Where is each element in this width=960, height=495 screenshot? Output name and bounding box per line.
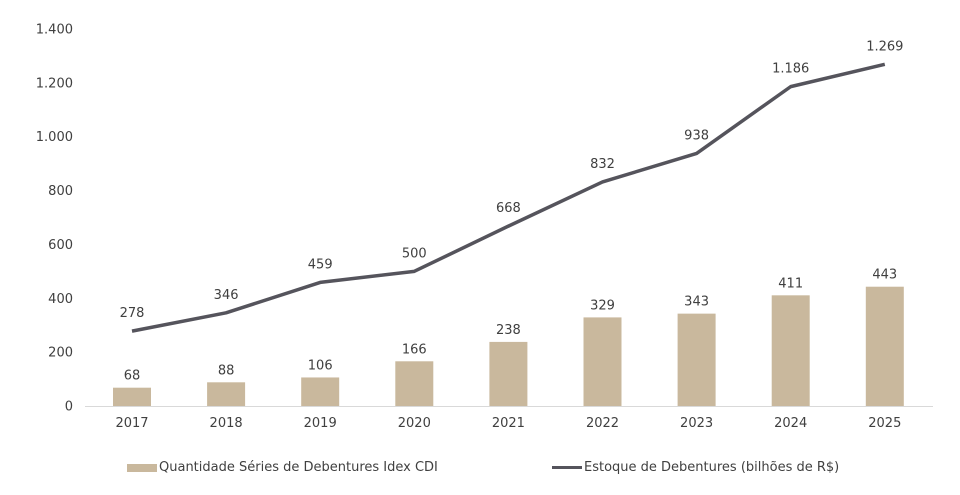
line-data-label: 346 (214, 288, 239, 303)
x-tick-label: 2021 (492, 416, 525, 431)
line-data-label: 832 (590, 157, 615, 172)
legend-label-bars: Quantidade Séries de Debentures Idex CDI (159, 460, 438, 475)
y-tick-label: 400 (48, 292, 73, 307)
legend-item-bars: Quantidade Séries de Debentures Idex CDI (127, 460, 438, 475)
bar (489, 341, 528, 406)
bar-series (113, 286, 904, 406)
bar-data-labels: 68 88 106 166 238 329 343 411 443 (124, 268, 897, 384)
y-tick-label: 800 (48, 184, 73, 199)
line-data-labels: 278 346 459 500 668 832 938 1.186 1.269 (120, 39, 904, 321)
legend-swatch-bar (127, 463, 157, 472)
bar-data-label: 329 (590, 298, 615, 313)
x-tick-label: 2018 (210, 416, 243, 431)
x-tick-label: 2022 (586, 416, 619, 431)
y-tick-label: 1.200 (36, 76, 73, 91)
bar-data-label: 106 (308, 358, 333, 373)
line-data-label: 668 (496, 201, 521, 216)
line-data-label: 500 (402, 246, 427, 261)
bar (771, 295, 810, 406)
bar (113, 387, 151, 406)
y-tick-label: 1.400 (36, 23, 73, 38)
x-tick-label: 2025 (868, 416, 901, 431)
bar-data-label: 411 (778, 276, 803, 291)
legend-label-line: Estoque de Debentures (bilhões de R$) (584, 460, 840, 475)
bar (207, 382, 246, 406)
line-data-label: 459 (308, 257, 333, 272)
x-tick-label: 2024 (774, 416, 807, 431)
x-tick-label: 2023 (680, 416, 713, 431)
y-tick-label: 1.000 (36, 130, 73, 145)
bar (677, 313, 716, 406)
x-tick-label: 2019 (304, 416, 337, 431)
x-axis: 2017 2018 2019 2020 2021 2022 2023 2024 2025 (115, 416, 901, 431)
y-tick-label: 200 (48, 346, 73, 361)
line-data-label: 278 (120, 306, 145, 321)
bar (865, 286, 904, 406)
bar-data-label: 68 (124, 369, 141, 384)
bar-data-label: 166 (402, 342, 427, 357)
legend-item-line: Estoque de Debentures (bilhões de R$) (552, 460, 839, 475)
line-path (131, 62, 886, 333)
y-tick-label: 600 (48, 238, 73, 253)
legend: Quantidade Séries de Debentures Idex CDI… (0, 460, 960, 480)
x-tick-label: 2020 (398, 416, 431, 431)
line-data-label: 1.269 (866, 39, 903, 54)
line-series (131, 62, 886, 333)
y-tick-label: 0 (65, 400, 73, 415)
bar (301, 377, 340, 406)
bar-data-label: 343 (684, 295, 709, 310)
bar (583, 317, 622, 406)
line-data-label: 938 (684, 128, 709, 143)
bar-data-label: 238 (496, 323, 521, 338)
bar-data-label: 443 (872, 268, 897, 283)
line-data-label: 1.186 (772, 62, 809, 77)
legend-swatch-line (552, 466, 582, 469)
bar-data-label: 88 (218, 363, 235, 378)
x-tick-label: 2017 (115, 416, 148, 431)
bar (395, 361, 434, 406)
y-axis: 0 200 400 600 800 1.000 1.200 1.400 (36, 23, 73, 415)
